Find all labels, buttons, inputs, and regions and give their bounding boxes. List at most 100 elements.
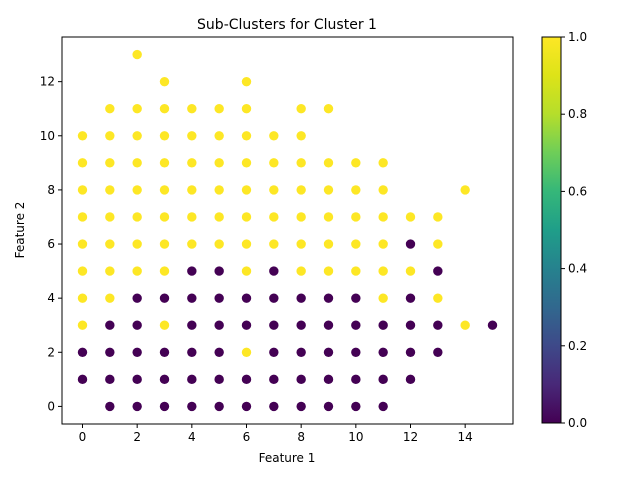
scatter-point xyxy=(187,347,197,357)
x-axis: 0 2 4 6 8 10 12 14 xyxy=(79,424,473,444)
y-axis-label: Feature 2 xyxy=(13,202,27,259)
scatter-point xyxy=(159,401,170,412)
colorbar-tick-label: 0.8 xyxy=(568,107,587,121)
scatter-point xyxy=(433,320,443,330)
scatter-point xyxy=(378,374,388,385)
scatter-point xyxy=(269,239,279,249)
scatter-point xyxy=(132,212,142,222)
scatter-point xyxy=(241,131,252,141)
colorbar xyxy=(541,36,562,424)
scatter-point xyxy=(132,401,142,412)
scatter-point xyxy=(214,104,224,114)
scatter-point xyxy=(351,347,361,357)
scatter-point xyxy=(433,293,443,303)
scatter-point xyxy=(323,374,334,385)
scatter-point xyxy=(77,131,88,141)
colorbar-tick-label: 0.2 xyxy=(568,339,587,353)
scatter-point xyxy=(105,320,115,330)
scatter-point xyxy=(405,212,416,222)
scatter-point xyxy=(296,212,306,222)
scatter-point xyxy=(241,320,252,330)
scatter-point xyxy=(105,212,115,222)
scatter-point xyxy=(132,239,142,249)
scatter-point xyxy=(405,239,416,249)
y-tick-label: 0 xyxy=(47,399,55,413)
scatter-point xyxy=(241,158,252,168)
scatter-point xyxy=(214,347,224,357)
scatter-point xyxy=(132,266,142,276)
scatter-point xyxy=(214,131,224,141)
scatter-point xyxy=(187,185,197,195)
scatter-point xyxy=(159,104,170,114)
scatter-point xyxy=(269,374,279,385)
scatter-point xyxy=(132,131,142,141)
scatter-point xyxy=(323,212,334,222)
scatter-point xyxy=(487,320,498,330)
scatter-point xyxy=(378,401,388,412)
scatter-point xyxy=(296,158,306,168)
scatter-point xyxy=(296,293,306,303)
scatter-point xyxy=(378,347,388,357)
scatter-point xyxy=(187,320,197,330)
scatter-point xyxy=(241,76,252,87)
scatter-point xyxy=(105,158,115,168)
scatter-point xyxy=(351,320,361,330)
scatter-point xyxy=(241,104,252,114)
scatter-point xyxy=(159,131,170,141)
scatter-point xyxy=(323,158,334,168)
scatter-point xyxy=(323,266,334,276)
scatter-point xyxy=(269,185,279,195)
scatter-point xyxy=(241,401,252,412)
scatter-point xyxy=(159,239,170,249)
scatter-point xyxy=(378,158,388,168)
scatter-point xyxy=(214,185,224,195)
y-tick-label: 2 xyxy=(47,345,55,359)
scatter-point xyxy=(296,320,306,330)
scatter-point xyxy=(269,158,279,168)
scatter-point xyxy=(323,401,334,412)
scatter-point xyxy=(323,239,334,249)
scatter-point xyxy=(214,320,224,330)
scatter-point xyxy=(187,293,197,303)
points-layer xyxy=(77,49,498,412)
scatter-point xyxy=(433,239,443,249)
scatter-point xyxy=(351,158,361,168)
plot-frame xyxy=(61,36,514,425)
scatter-point xyxy=(323,104,334,114)
scatter-point xyxy=(132,293,142,303)
scatter-point xyxy=(105,104,115,114)
scatter-point xyxy=(132,347,142,357)
scatter-point xyxy=(351,293,361,303)
scatter-point xyxy=(351,212,361,222)
scatter-point xyxy=(159,266,170,276)
x-tick-label: 14 xyxy=(458,430,473,444)
scatter-point xyxy=(378,239,388,249)
y-tick-label: 4 xyxy=(47,291,55,305)
scatter-point xyxy=(323,185,334,195)
scatter-point xyxy=(132,320,142,330)
scatter-point xyxy=(241,239,252,249)
x-tick-label: 12 xyxy=(403,430,418,444)
scatter-point xyxy=(159,320,170,330)
scatter-point xyxy=(77,239,88,249)
scatter-point xyxy=(132,49,142,60)
scatter-point xyxy=(187,239,197,249)
scatter-point xyxy=(351,401,361,412)
scatter-point xyxy=(296,374,306,385)
scatter-point xyxy=(187,401,197,412)
y-tick-label: 12 xyxy=(40,75,55,89)
scatter-point xyxy=(77,320,88,330)
scatter-point xyxy=(105,239,115,249)
scatter-point xyxy=(214,239,224,249)
scatter-point xyxy=(77,266,88,276)
y-tick-label: 6 xyxy=(47,237,55,251)
scatter-point xyxy=(405,266,416,276)
scatter-point xyxy=(296,185,306,195)
x-tick-label: 8 xyxy=(297,430,305,444)
scatter-point xyxy=(132,185,142,195)
scatter-point xyxy=(296,401,306,412)
scatter-point xyxy=(77,212,88,222)
scatter-point xyxy=(105,293,115,303)
scatter-point xyxy=(351,374,361,385)
scatter-point xyxy=(269,320,279,330)
